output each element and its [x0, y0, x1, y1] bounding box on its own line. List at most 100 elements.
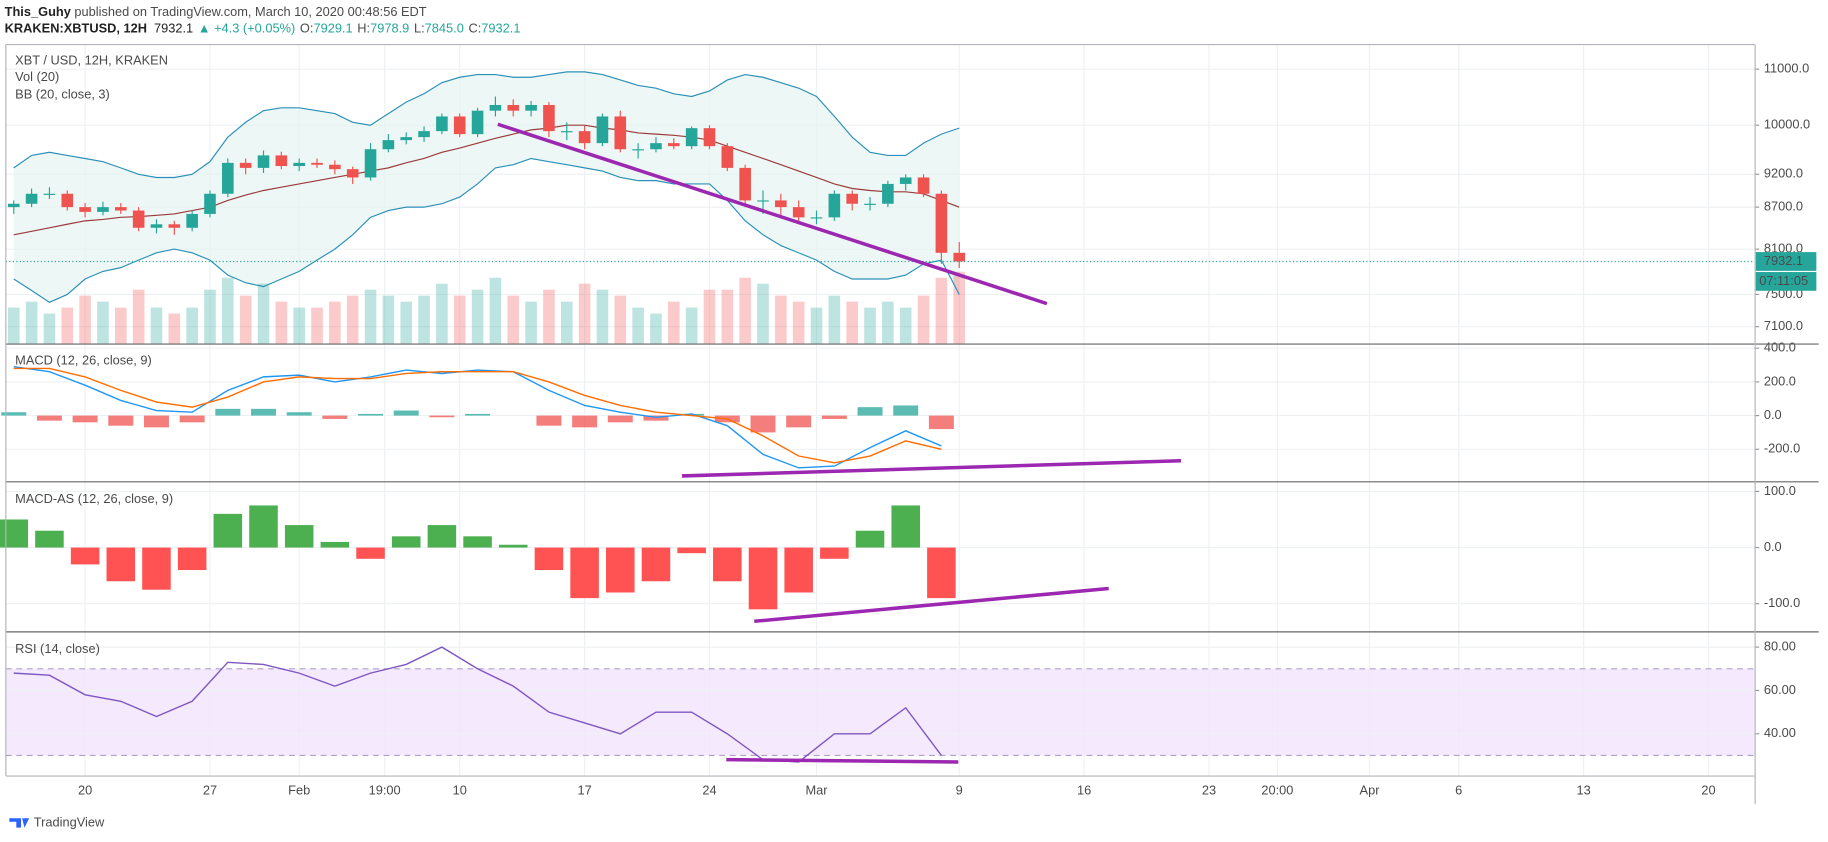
volume-bar	[436, 283, 448, 344]
x-tick-label: 16	[1077, 783, 1091, 798]
trendline	[754, 586, 1109, 624]
candle-body	[703, 128, 716, 147]
pane-title: BB (20, close, 3)	[15, 86, 110, 101]
y-tick-label: 11000.0	[1764, 61, 1809, 76]
y-tick-label: -100.0	[1764, 595, 1800, 610]
volume-bar	[114, 307, 127, 344]
x-tick-label: 24	[702, 783, 716, 798]
x-tick-label: 9	[956, 783, 963, 798]
volume-bar	[507, 295, 520, 344]
histogram-bar	[679, 413, 705, 416]
histogram-bar	[928, 415, 954, 430]
histogram-bar	[215, 408, 241, 416]
x-tick-label: 23	[1202, 783, 1216, 798]
volume-bar	[61, 307, 74, 344]
volume-bar	[525, 301, 537, 344]
candle-body	[507, 104, 520, 111]
signal-line	[13, 367, 942, 464]
candle-body	[275, 155, 288, 167]
y-tick-label: -200.0	[1764, 441, 1800, 456]
candle-body	[775, 200, 787, 208]
bar	[249, 505, 278, 548]
bb-line	[13, 71, 960, 179]
pane-title: Vol (20)	[15, 69, 59, 84]
brand: TradingView	[34, 814, 105, 829]
volume-bar	[632, 307, 644, 344]
volume-bar	[614, 295, 627, 344]
candle-body	[525, 104, 537, 111]
candle-body	[632, 149, 644, 151]
y-tick-label: 8100.0	[1764, 241, 1803, 256]
histogram-bar	[572, 415, 598, 428]
bar	[784, 547, 813, 593]
candle-body	[614, 116, 627, 150]
candle-body	[168, 224, 181, 228]
volume-bar	[846, 301, 858, 344]
candle-body	[186, 213, 198, 228]
candle-body	[453, 116, 466, 135]
volume-bar	[792, 301, 805, 344]
candle-body	[257, 155, 270, 168]
last-price-box	[1755, 252, 1817, 271]
bar	[820, 547, 849, 559]
volume-bar	[560, 301, 573, 344]
volume-bar	[668, 301, 680, 344]
x-tick-label: 20	[1701, 783, 1715, 798]
histogram-bar	[750, 415, 776, 433]
volume-bar	[43, 313, 56, 344]
o-label: O:	[300, 21, 314, 36]
volume-bar	[186, 307, 198, 344]
x-tick-label: 10	[453, 783, 467, 798]
volume-bar	[222, 277, 234, 344]
volume-bar	[471, 289, 484, 344]
volume-bar	[346, 295, 359, 344]
o: 7929.1	[313, 21, 352, 36]
volume-bar	[311, 307, 323, 344]
bar	[498, 544, 528, 548]
bar	[427, 525, 457, 548]
candle-body	[97, 207, 109, 212]
y-tick-label: 40.00	[1764, 725, 1796, 740]
histogram-bar	[465, 413, 491, 416]
y-tick-label: 100.0	[1764, 483, 1796, 498]
x-tick-label: 27	[203, 783, 217, 798]
candle-body	[899, 177, 912, 184]
volume-bar	[543, 289, 555, 344]
volume-bar	[596, 289, 609, 344]
candle-body	[132, 210, 145, 228]
bb-band	[13, 71, 960, 303]
publish-line: This_Guhy published on TradingView.com, …	[5, 4, 427, 19]
bar	[534, 547, 564, 571]
histogram-bar	[179, 415, 205, 423]
volume-bar	[418, 295, 430, 344]
candle-body	[79, 207, 91, 212]
volume-bar	[329, 301, 341, 344]
bar	[142, 547, 171, 590]
volume-bar	[293, 307, 305, 344]
candle-body	[953, 252, 966, 262]
volume-bar	[150, 307, 163, 344]
x-tick-label: Mar	[805, 783, 828, 798]
candle-body	[436, 116, 448, 132]
histogram-bar	[857, 407, 883, 416]
bar	[891, 505, 920, 548]
candle-body	[418, 131, 430, 138]
candle-body	[222, 162, 234, 194]
bar	[70, 547, 100, 565]
last-price-label: 7932.1	[1764, 253, 1803, 268]
volume-bar	[703, 289, 716, 344]
candle-body	[311, 162, 323, 165]
volume-bar	[739, 277, 751, 344]
x-tick-label: 17	[577, 783, 591, 798]
y-tick-label: 9200.0	[1764, 166, 1803, 181]
volume-bar	[25, 301, 38, 344]
candle-body	[293, 162, 305, 167]
countdown-box	[1755, 272, 1817, 291]
histogram-bar	[358, 413, 384, 416]
histogram-bar	[429, 415, 455, 418]
histogram-bar	[1, 412, 27, 416]
candle-body	[917, 177, 930, 194]
candle-body	[400, 137, 413, 141]
y-tick-label: 7100.0	[1764, 318, 1803, 333]
